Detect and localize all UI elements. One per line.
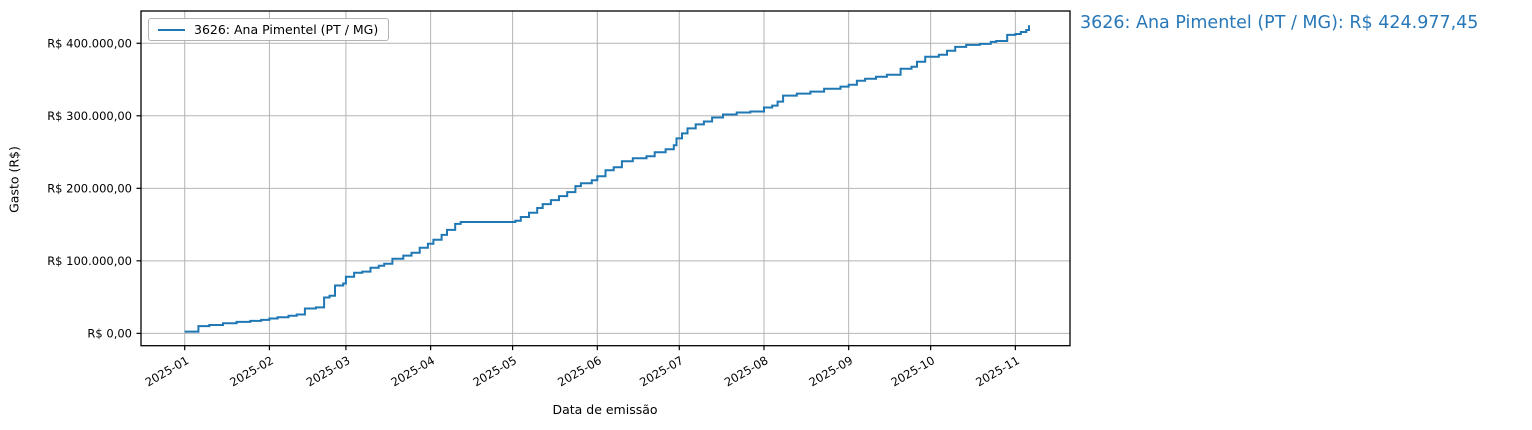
x-tick-label: 2025-03: [304, 353, 353, 389]
y-tick-label: R$ 0,00: [87, 326, 132, 340]
y-tick-label: R$ 100.000,00: [47, 254, 132, 268]
chart-canvas: 2025-01 2025-02 2025-03 2025-04 2025-05 2025-…: [47, 10, 1071, 389]
legend-line-icon: [158, 28, 185, 31]
series-line: [184, 25, 1030, 333]
y-tick-label: R$ 400.000,00: [47, 36, 132, 50]
x-axis-label: Data de emissão: [552, 402, 658, 417]
legend: 3626: Ana Pimentel (PT / MG): [148, 18, 390, 41]
x-tick-label: 2025-04: [389, 353, 438, 389]
x-tick-label: 2025-02: [227, 353, 276, 389]
x-tick-label: 2025-09: [807, 353, 856, 389]
x-tick-label: 2025-11: [973, 353, 1022, 389]
plot-border: [140, 10, 1071, 347]
x-tick-label: 2025-10: [889, 353, 938, 389]
x-tick-label: 2025-01: [143, 353, 192, 389]
y-tick-label: R$ 200.000,00: [47, 181, 132, 195]
x-tick-label: 2025-06: [555, 353, 604, 389]
x-tick-label: 2025-07: [637, 353, 686, 389]
legend-label: 3626: Ana Pimentel (PT / MG): [194, 22, 379, 37]
y-tick-label: R$ 300.000,00: [47, 109, 132, 123]
x-tick-label: 2025-05: [470, 353, 519, 389]
y-axis-label: Gasto (R$): [6, 146, 22, 213]
total-annotation: 3626: Ana Pimentel (PT / MG): R$ 424.977…: [1080, 13, 1479, 33]
x-tick-label: 2025-08: [722, 353, 771, 389]
